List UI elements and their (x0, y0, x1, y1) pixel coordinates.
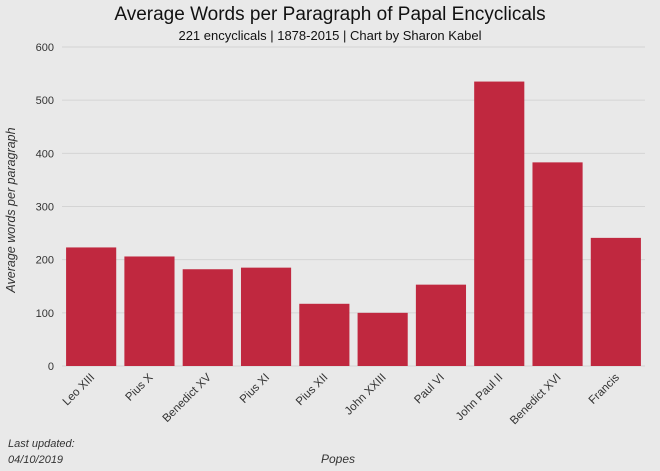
y-axis-label: Average words per paragraph (4, 127, 18, 293)
bar-benedict-xvi (532, 162, 583, 366)
y-tick-label-300: 300 (36, 202, 54, 214)
chart-subtitle: 221 encyclicals | 1878-2015 | Chart by S… (178, 28, 482, 43)
y-tick-label-600: 600 (36, 42, 54, 54)
x-tick-label-paul-vi: Paul VI (412, 372, 447, 407)
last-updated-label: Last updated: (8, 438, 75, 450)
x-axis-label: Popes (320, 452, 356, 466)
x-tick-label-john-paul-ii: John Paul II (454, 372, 505, 423)
y-tick-label-100: 100 (36, 308, 54, 320)
bar-pius-xii (299, 303, 350, 366)
y-tick-label-500: 500 (36, 95, 54, 107)
last-updated-date: 04/10/2019 (8, 454, 64, 466)
x-tick-label-john-xxiii: John XXIII (343, 372, 389, 418)
bar-leo-xiii (66, 247, 117, 366)
y-tick-label-400: 400 (36, 148, 54, 160)
last-updated: Last updated: 04/10/2019 (8, 436, 75, 468)
y-tick-layer: 0 100 200 300 400 500 600 (36, 42, 54, 373)
x-tick-label-pius-xii: Pius XII (294, 372, 331, 409)
x-tick-label-francis: Francis (587, 371, 622, 406)
bar-benedict-xv (182, 269, 233, 366)
y-tick-label-0: 0 (48, 361, 54, 373)
bar-francis (590, 237, 641, 366)
bar-john-paul-ii (474, 81, 525, 366)
x-tick-label-benedict-xvi: Benedict XVI (508, 372, 563, 427)
x-tick-layer: Leo XIII Pius X Benedict XV Pius XI Pius XII… (61, 371, 622, 427)
bar-pius-x (124, 256, 175, 366)
bar-paul-vi (415, 284, 467, 366)
x-tick-label-pius-x: Pius X (124, 371, 156, 403)
chart-title: Average Words per Paragraph of Papal Enc… (114, 4, 546, 25)
bar-pius-xi (240, 267, 292, 366)
bar-john-xxiii (357, 312, 408, 366)
x-tick-label-leo-xiii: Leo XIII (61, 372, 98, 409)
x-tick-label-benedict-xv: Benedict XV (161, 371, 214, 424)
x-tick-label-pius-xi: Pius XI (238, 372, 272, 406)
y-tick-label-200: 200 (36, 255, 54, 267)
bar-layer (66, 81, 641, 366)
